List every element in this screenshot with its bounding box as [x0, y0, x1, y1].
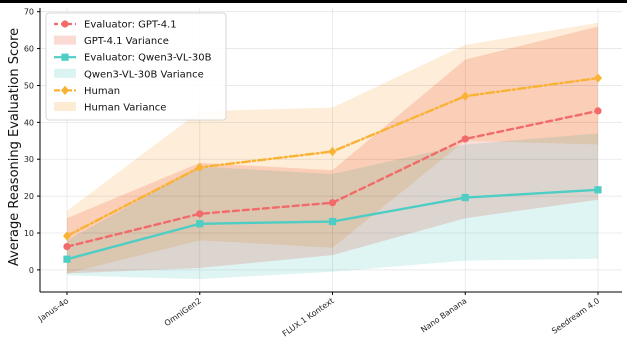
series-point — [63, 243, 71, 251]
x-tick-label: Janus-4o — [36, 296, 70, 324]
axes — [37, 8, 622, 295]
y-tick-label: 10 — [24, 229, 34, 238]
legend-label: Evaluator: Qwen3-VL-30B — [84, 53, 212, 64]
series-point — [328, 146, 337, 157]
legend: Evaluator: GPT-4.1 GPT-4.1 Variance Evalua… — [45, 12, 227, 121]
series-point — [328, 199, 337, 207]
series-point — [63, 231, 71, 241]
legend-label: Human Variance — [84, 103, 166, 114]
series-point — [594, 107, 602, 115]
top-border — [0, 0, 627, 3]
series-point — [328, 217, 337, 226]
legend-box — [45, 12, 227, 121]
legend-marker — [61, 53, 69, 61]
series-point — [594, 186, 602, 194]
legend-label: GPT-4.1 Variance — [84, 36, 169, 47]
series-point — [461, 193, 469, 202]
y-tick-label: 0 — [29, 266, 34, 275]
y-tick-label: 70 — [24, 8, 34, 17]
series-point — [461, 135, 469, 143]
x-tick-label: FLUX.1 Kontext — [281, 296, 336, 337]
y-tick-label: 60 — [24, 45, 34, 54]
legend-patch-swatch — [54, 35, 76, 45]
legend-label: Human — [84, 86, 120, 97]
series-point — [461, 91, 470, 101]
series-point — [196, 210, 204, 218]
legend-marker — [61, 20, 69, 28]
legend-marker — [61, 85, 69, 95]
y-axis-label: Average Reasoning Evaluation Score — [7, 28, 22, 266]
y-tick-label: 50 — [24, 81, 34, 90]
legend-patch-swatch — [54, 68, 76, 78]
legend-patch-swatch — [54, 102, 76, 111]
y-tick-label: 20 — [24, 192, 34, 201]
series-point — [196, 220, 204, 228]
x-tick-label: OmniGen2 — [163, 296, 203, 328]
series-point — [63, 255, 71, 263]
legend-label: Qwen3-VL-30B Variance — [84, 69, 204, 80]
y-tick-label: 40 — [24, 118, 34, 127]
x-tick-label: Nano Banana — [419, 296, 468, 334]
legend-label: Evaluator: GPT-4.1 — [84, 20, 177, 31]
series-point — [195, 162, 204, 172]
series-point — [594, 73, 602, 83]
series — [63, 73, 602, 263]
y-tick-label: 30 — [24, 155, 34, 164]
x-tick-label: Seedream 4.0 — [550, 296, 601, 335]
